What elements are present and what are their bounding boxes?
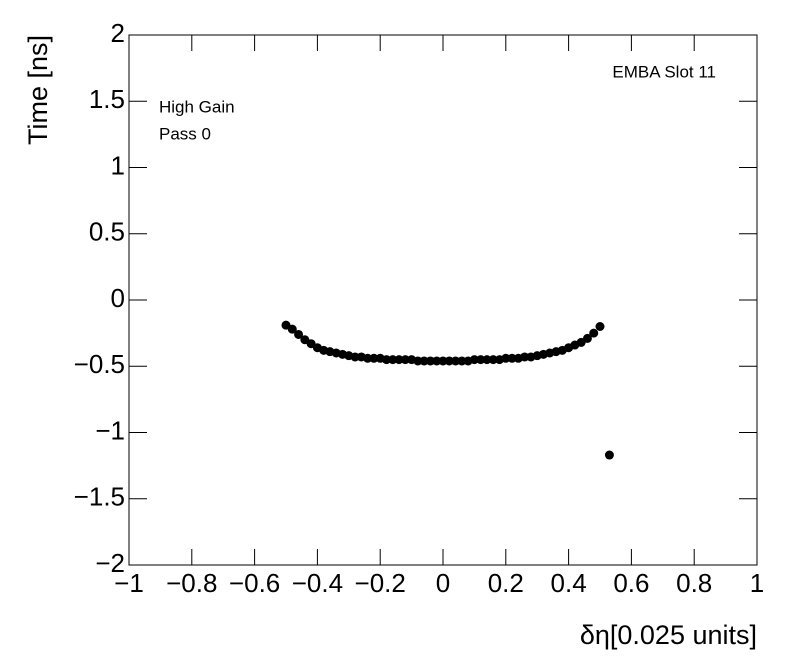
data-point [413, 356, 423, 366]
data-point [520, 352, 530, 362]
data-point [419, 356, 429, 366]
x-tick-label: 0.6 [613, 568, 649, 598]
x-tick-label: 0.8 [676, 568, 712, 598]
y-tick-label: −1.5 [74, 482, 125, 512]
data-point [488, 355, 498, 365]
data-point [363, 353, 373, 363]
x-tick-label: −0.2 [355, 568, 406, 598]
y-tick-label: 1 [111, 150, 125, 180]
y-tick-label: 2 [111, 18, 125, 48]
data-point [469, 355, 479, 365]
x-tick-label: −0.6 [229, 568, 280, 598]
data-point [589, 328, 599, 338]
x-tick-label: −1 [114, 568, 144, 598]
x-tick-label: 0.4 [551, 568, 587, 598]
data-point [451, 356, 461, 366]
data-point [294, 329, 304, 339]
data-point [476, 355, 486, 365]
data-point [425, 356, 435, 366]
data-point [432, 356, 442, 366]
data-point [287, 324, 297, 334]
data-point [369, 353, 379, 363]
data-point [444, 356, 454, 366]
annotation: EMBA Slot 11 [612, 62, 716, 81]
data-point [507, 353, 517, 363]
x-axis-title: δη[0.025 units] [580, 620, 757, 650]
x-tick-label: −0.8 [166, 568, 217, 598]
x-tick-label: 1 [750, 568, 764, 598]
y-tick-label: 0.5 [89, 217, 125, 247]
data-point [582, 333, 592, 343]
x-tick-label: −0.4 [292, 568, 343, 598]
data-point [388, 355, 398, 365]
y-tick-label: −0.5 [74, 349, 125, 379]
data-point [595, 322, 605, 331]
y-tick-label: 0 [111, 283, 125, 313]
y-tick-label: −1 [95, 415, 125, 445]
x-tick-label: 0 [436, 568, 450, 598]
data-point [438, 356, 448, 366]
data-point [381, 355, 391, 365]
data-point [457, 356, 467, 366]
annotation: High Gain [159, 97, 235, 116]
data-point [350, 352, 360, 362]
x-tick-label: 0.2 [488, 568, 524, 598]
y-tick-label: 1.5 [89, 84, 125, 114]
data-point [501, 353, 511, 363]
data-point [482, 355, 492, 365]
y-tick-label: −2 [95, 548, 125, 578]
data-point [400, 355, 410, 365]
y-axis-title: Time [ns] [23, 35, 53, 145]
data-point [604, 450, 614, 460]
annotation: Pass 0 [159, 124, 211, 143]
data-point [394, 355, 404, 365]
